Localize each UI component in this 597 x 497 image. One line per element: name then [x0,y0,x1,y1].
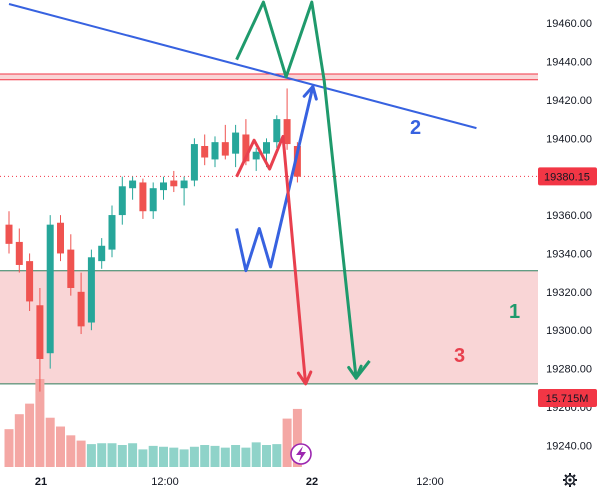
arrowhead-green [347,364,363,380]
volume-bar [35,379,45,467]
gear-icon[interactable] [563,473,577,487]
price-tick-label: 19240.00 [546,440,592,452]
volume-bar [159,446,168,467]
volume-bar [76,440,86,467]
volume-bar [251,442,261,467]
wave-projection-3[interactable] [235,134,308,385]
volume-bar [272,444,282,467]
projection-arrowheads [296,85,363,386]
candle-body [5,224,13,244]
volume-bar [220,447,230,467]
descending-trendline[interactable] [8,3,477,130]
candle-body [98,245,106,262]
current-price-label: 19380.15 [544,171,590,183]
volume-bar [210,445,220,467]
volume-bar [86,444,96,467]
volume-bar [25,403,35,467]
volume-bar [107,443,117,467]
candle-body [67,249,75,288]
candle-body [26,261,34,302]
wave-label-1: 1 [509,301,520,323]
candle-body [108,215,116,250]
volume-tag [538,389,597,407]
wave-label-3: 3 [454,345,465,367]
candle-body [87,257,95,323]
volume-bar [66,435,76,467]
price-tick-label: 19320.00 [546,287,592,299]
candle-body [46,224,54,354]
volume-bar [282,418,292,467]
volume-bar [117,445,127,467]
candle-body [263,142,270,154]
candle-body [15,241,23,265]
wave-label-2: 2 [410,117,421,139]
volume-bar [189,446,199,467]
candle-body [118,186,126,216]
volume-bar [262,445,271,467]
candle-body [77,291,85,327]
arrowhead-blue [302,85,318,101]
candle-body [252,151,260,160]
resistance-zone [0,74,538,80]
time-label-21: 21 [35,476,47,488]
price-tick-label: 19300.00 [546,325,592,337]
current-price-tag [538,167,597,186]
volume-bar [148,445,158,467]
time-label-12-00-a: 12:00 [151,476,179,488]
arrowhead-red [296,370,313,386]
time-label-22: 22 [306,476,318,488]
volume-bar [292,408,302,467]
candle-body [221,142,229,156]
volume-bar [4,429,14,467]
price-tick-label: 19280.00 [546,364,592,376]
volume-bar [56,426,65,467]
candle-body [201,145,209,158]
candle-body [180,180,188,189]
candle-body [211,142,219,160]
lightning-icon[interactable] [290,443,312,465]
price-tick-label: 19340.00 [546,248,592,260]
price-axis-ticks: 19460.0019440.0019420.0019400.0019380.00… [546,18,592,452]
volume-bar [128,443,138,467]
volume-bar [179,449,189,467]
candle-body [242,134,250,162]
volume-value-label: 15.715M [546,393,589,405]
candle-body [36,305,44,359]
candle-body [170,180,178,187]
candle-body [190,144,198,181]
candle-body [129,180,137,189]
price-tick-label: 19400.00 [546,133,592,145]
volume-bar [97,443,107,467]
candlesticks [5,88,301,392]
price-tick-label: 19460.00 [546,18,592,30]
volume-bar [138,449,148,467]
volume-bar [231,445,241,467]
candle-body [139,182,147,212]
candle-body [57,222,64,254]
volume-bar [45,417,55,467]
candle-body [273,119,281,143]
volume-bar [200,445,210,467]
candle-body [293,145,301,177]
time-label-12-00-b: 12:00 [416,476,444,488]
candle-body [160,182,167,191]
volume-bar [169,447,179,467]
volume-bar [14,414,24,467]
price-tick-label: 19360.00 [546,210,592,222]
candle-body [149,188,157,212]
price-tick-label: 19420.00 [546,95,592,107]
candle-body [232,132,240,154]
price-tick-label: 19440.00 [546,57,592,69]
volume-bar [241,447,251,467]
candle-body [283,119,291,145]
wave-projection-2[interactable] [235,86,315,273]
time-axis-panel[interactable] [0,470,538,497]
volume-bars [4,379,302,467]
